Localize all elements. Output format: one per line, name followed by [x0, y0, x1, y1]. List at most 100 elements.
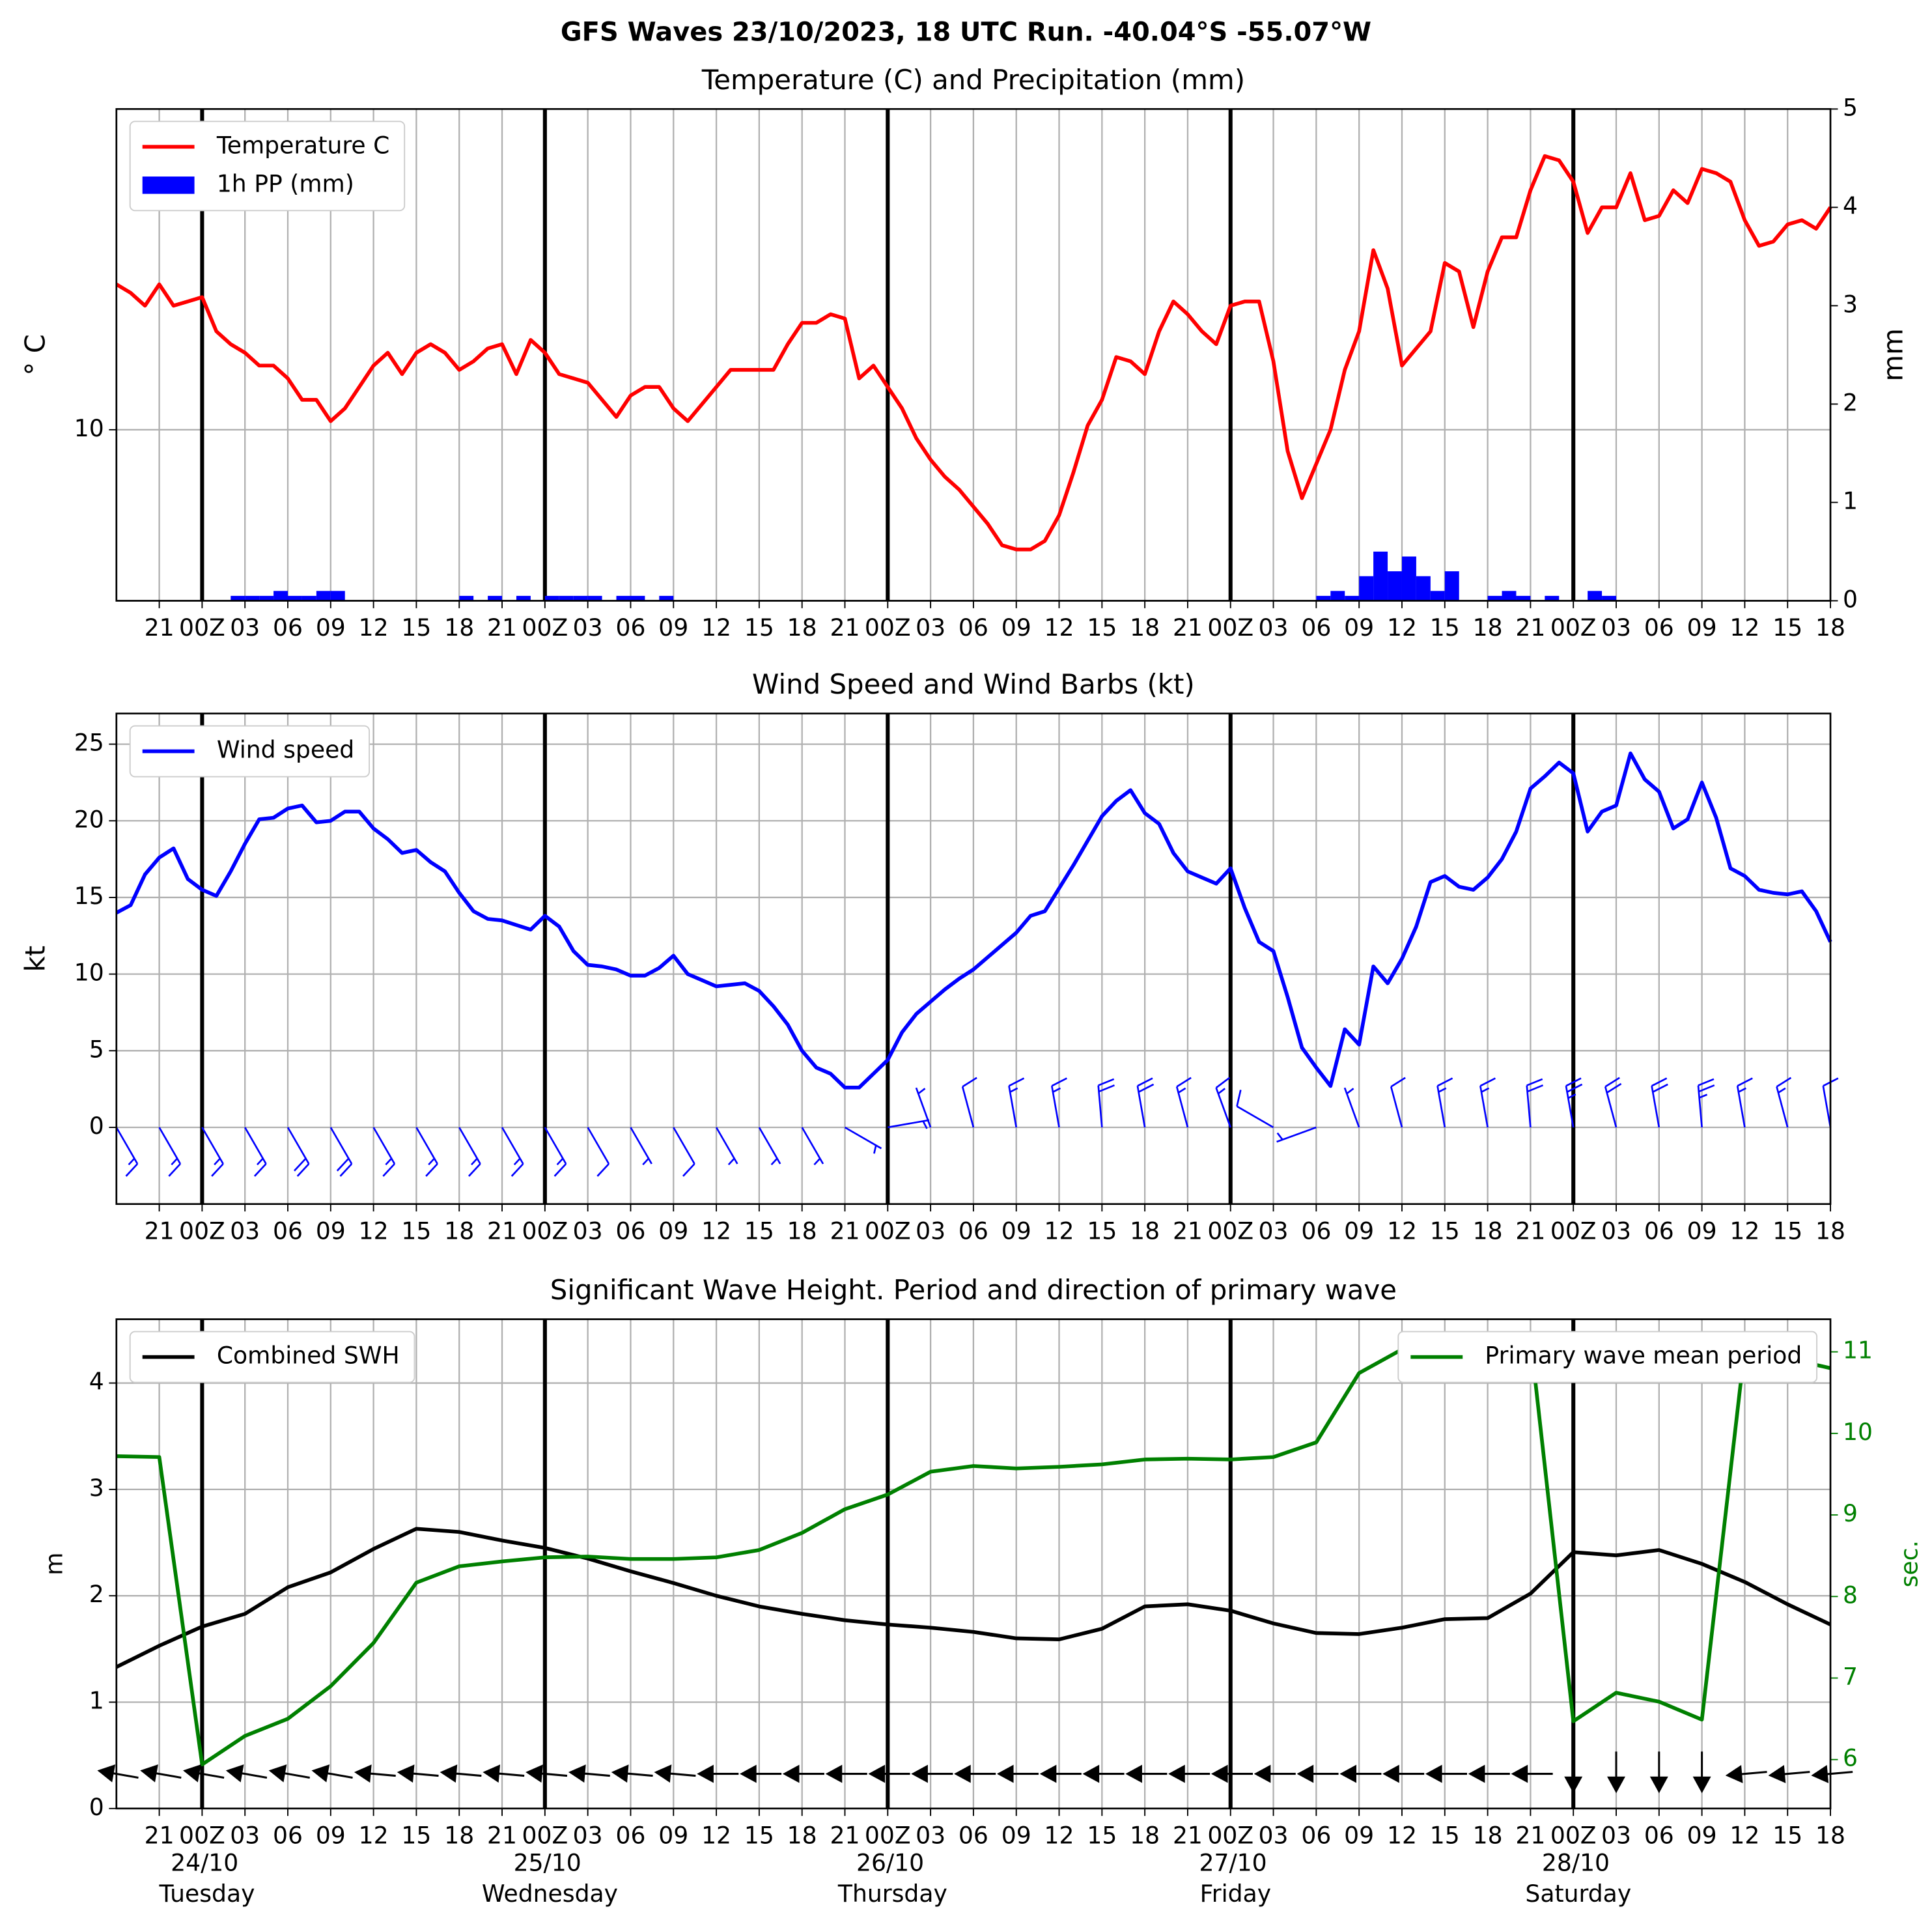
x-tick-label: 06 [615, 1822, 645, 1850]
wind-barb [1343, 1087, 1360, 1128]
x-tick-label: 12 [701, 1822, 731, 1850]
x-tick-label: 21 [830, 1217, 860, 1245]
wave-direction-arrow [225, 1764, 268, 1783]
wind-barb [1050, 1077, 1067, 1128]
x-tick-label: 12 [1387, 1822, 1417, 1850]
weekday-label: Wednesday [482, 1880, 618, 1908]
x-tick-label: 09 [1344, 1217, 1374, 1245]
x-tick-label: 18 [1130, 614, 1160, 642]
series-line [115, 751, 1832, 1090]
y-axis-label: m [40, 1553, 68, 1575]
precip-bar [259, 595, 274, 601]
wind-barb [888, 1119, 930, 1129]
precip-bar [559, 595, 574, 601]
x-tick-label: 00Z [1550, 1217, 1597, 1245]
x-tick-label: 09 [1687, 614, 1717, 642]
x-tick-label: 03 [1601, 1822, 1631, 1850]
wind-barb [544, 1127, 567, 1177]
x-tick-label: 18 [1473, 1822, 1503, 1850]
x-tick-label: 15 [744, 1217, 774, 1245]
x-tick-label: 00Z [865, 1822, 911, 1850]
x-tick-label: 00Z [179, 1822, 225, 1850]
y-tick-label: 10 [74, 959, 104, 987]
date-label: 24/10 [171, 1848, 238, 1876]
wave-direction-arrow [911, 1764, 953, 1783]
plot-frame [115, 108, 1832, 602]
x-tick-label: 09 [1687, 1822, 1717, 1850]
x-tick-label: 12 [1387, 614, 1417, 642]
wave-direction-arrow [268, 1764, 310, 1783]
x-tick-label: 18 [1473, 614, 1503, 642]
legend-label: Primary wave mean period [1485, 1342, 1802, 1370]
legend-label: Combined SWH [217, 1342, 400, 1370]
x-tick-label: 18 [787, 1217, 817, 1245]
wave-direction-arrow [1082, 1764, 1125, 1783]
y2-axis-label: sec. [1896, 1540, 1924, 1587]
x-tick-label: 09 [658, 1217, 688, 1245]
x-tick-label: 21 [145, 1822, 175, 1850]
x-tick-label: 12 [1729, 614, 1759, 642]
x-tick-label: 00Z [179, 614, 225, 642]
x-tick-label: 15 [401, 614, 431, 642]
wave-direction-arrow [1168, 1764, 1211, 1783]
wind-barb [1276, 1126, 1317, 1143]
y-tick-label: 1 [89, 1687, 104, 1715]
wind-barb [1736, 1077, 1753, 1128]
precip-bar [1359, 576, 1374, 601]
y-tick-label: 5 [89, 1035, 104, 1063]
date-label: 27/10 [1199, 1848, 1267, 1876]
date-label: 25/10 [514, 1848, 581, 1876]
wind-barb [915, 1087, 932, 1128]
x-tick-label: 21 [1515, 1822, 1545, 1850]
wave-direction-arrow [1725, 1764, 1767, 1783]
wave-direction-arrow [1125, 1764, 1168, 1783]
precip-bar [231, 595, 245, 601]
precip-bar [1602, 595, 1617, 601]
x-tick-label: 09 [316, 614, 346, 642]
x-tick-label: 06 [273, 1217, 303, 1245]
precip-bar [544, 595, 559, 601]
x-tick-label: 18 [1130, 1217, 1160, 1245]
x-tick-label: 12 [1729, 1822, 1759, 1850]
wind-barb [158, 1127, 182, 1177]
x-tick-label: 03 [230, 614, 260, 642]
y2-tick-label: 10 [1843, 1418, 1873, 1446]
wind-barb [1175, 1077, 1192, 1128]
wind-barb [1526, 1078, 1544, 1128]
y-tick-label: 25 [74, 729, 104, 757]
wave-direction-arrow [954, 1764, 996, 1783]
x-tick-label: 03 [573, 614, 603, 642]
wave-direction-arrow [397, 1764, 439, 1783]
x-tick-label: 15 [1087, 1217, 1117, 1245]
x-tick-label: 09 [658, 614, 688, 642]
wind-barb [1479, 1077, 1496, 1128]
y-tick-label: 10 [74, 414, 104, 442]
wave-direction-arrow [1511, 1764, 1553, 1783]
x-tick-label: 00Z [1207, 1217, 1253, 1245]
y2-tick-label: 1 [1843, 487, 1858, 515]
x-tick-label: 12 [701, 614, 731, 642]
wind-barb [287, 1127, 310, 1177]
legend-box [129, 1331, 415, 1383]
wave-direction-arrow [654, 1764, 696, 1783]
x-tick-label: 21 [1515, 614, 1545, 642]
wind-barb [587, 1127, 610, 1177]
x-tick-label: 12 [359, 614, 389, 642]
wind-barb [1097, 1078, 1115, 1128]
x-tick-label: 00Z [522, 1217, 568, 1245]
x-tick-label: 18 [787, 1822, 817, 1850]
x-tick-label: 15 [1430, 1822, 1460, 1850]
precip-bar [616, 595, 631, 601]
x-tick-label: 21 [487, 1822, 517, 1850]
precip-bar [1545, 595, 1560, 601]
x-tick-label: 06 [1301, 1822, 1331, 1850]
precip-bar [330, 591, 345, 601]
wave-direction-arrow [1649, 1751, 1668, 1794]
legend-box [129, 120, 406, 212]
y2-tick-label: 8 [1843, 1581, 1858, 1609]
series-line [115, 154, 1832, 552]
wind-barb [1604, 1077, 1622, 1128]
x-tick-label: 12 [1044, 1822, 1074, 1850]
